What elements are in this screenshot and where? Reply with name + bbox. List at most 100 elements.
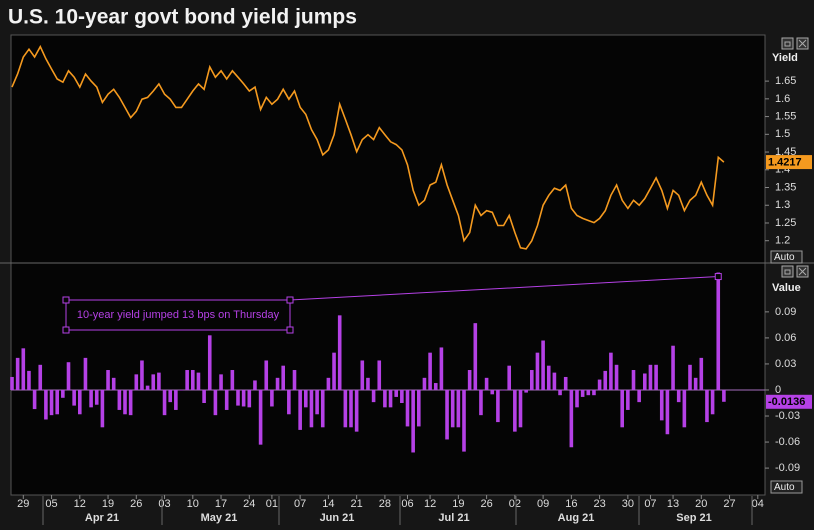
bar [682,389,687,428]
bar [349,389,353,428]
x-tick-label: 03 [158,498,170,510]
bar [140,360,144,390]
scale-button[interactable] [770,250,803,264]
bar [213,389,218,416]
y-tick-label: 1.55 [775,110,796,122]
plot-frame [10,34,766,496]
bar [15,357,20,390]
bar [332,352,336,390]
bar [145,385,150,390]
bar [224,389,229,410]
bar [236,389,240,406]
bar [94,389,99,405]
bar [501,389,506,391]
icon[interactable] [781,37,794,50]
axis-label: Yield [772,52,798,64]
bar [569,389,574,448]
bar [450,389,455,428]
last-value-flag [766,394,812,409]
x-tick-label: 29 [17,498,29,510]
bar [643,373,647,390]
bar [417,389,421,427]
bar [61,389,65,398]
bar [473,323,478,390]
bar [179,389,184,391]
y-tick-label: -0.06 [775,436,800,448]
bar [518,389,523,428]
bar [230,370,235,390]
bar [546,365,551,390]
bar [247,389,252,408]
x-tick-label: 24 [243,498,255,510]
bar [394,389,398,397]
annotation-handle [714,273,722,281]
bar [552,372,557,390]
bar [388,389,393,408]
bar [507,365,511,390]
x-tick-label: 12 [424,498,436,510]
bar [377,360,382,390]
x-tick-label: 26 [130,498,142,510]
last-value-flag [766,155,812,170]
bar [524,389,528,393]
bar [496,389,500,423]
annotation-box [65,299,291,331]
y-tick-label: 1.3 [775,199,790,211]
bar [27,370,31,390]
bar [383,389,387,408]
annotation: 10-year yield jumped 13 bps on Thursday [77,309,280,321]
bar [710,389,715,415]
x-tick-label: 07 [294,498,306,510]
bar [371,389,376,403]
bar [693,377,698,390]
bar [10,376,14,390]
bar [360,360,365,390]
last-value-label: -0.0136 [768,396,805,408]
x-tick-label: 19 [452,498,464,510]
bar [456,389,461,428]
bar [490,389,495,395]
bar [162,389,167,416]
bar [38,364,43,390]
bar [445,389,449,440]
bar [535,352,540,390]
month-label: May 21 [201,512,238,524]
x-tick-label: 26 [480,498,492,510]
x-tick-label: 10 [187,498,199,510]
icon[interactable] [781,265,794,278]
x-tick-label: 09 [537,498,549,510]
bar [241,389,246,407]
bar [66,362,71,390]
bar [405,389,410,427]
bar [315,389,319,415]
bar [320,389,325,428]
bar [716,272,721,390]
x-tick-label: 27 [723,498,735,510]
bar [400,389,404,403]
scale-button[interactable] [770,480,803,494]
bar [513,389,517,432]
bar [343,389,348,428]
bar [253,380,257,390]
bar [597,379,602,390]
last-value-label: 1.4217 [768,156,802,168]
bar [705,389,709,423]
panel-icons [781,37,809,278]
bar [258,389,263,445]
bar [603,370,608,390]
bar [111,377,116,390]
bar [671,345,675,390]
bar [196,372,201,390]
y-tick-label: 0.09 [775,306,796,318]
bar [298,389,302,430]
bar [563,376,568,390]
chart-title: U.S. 10-year govt bond yield jumps [8,6,357,29]
bar [281,365,285,390]
bar [202,389,206,403]
x-tick-label: 13 [667,498,679,510]
bar [185,370,189,390]
month-label: Jun 21 [320,512,355,524]
bar [174,389,178,410]
